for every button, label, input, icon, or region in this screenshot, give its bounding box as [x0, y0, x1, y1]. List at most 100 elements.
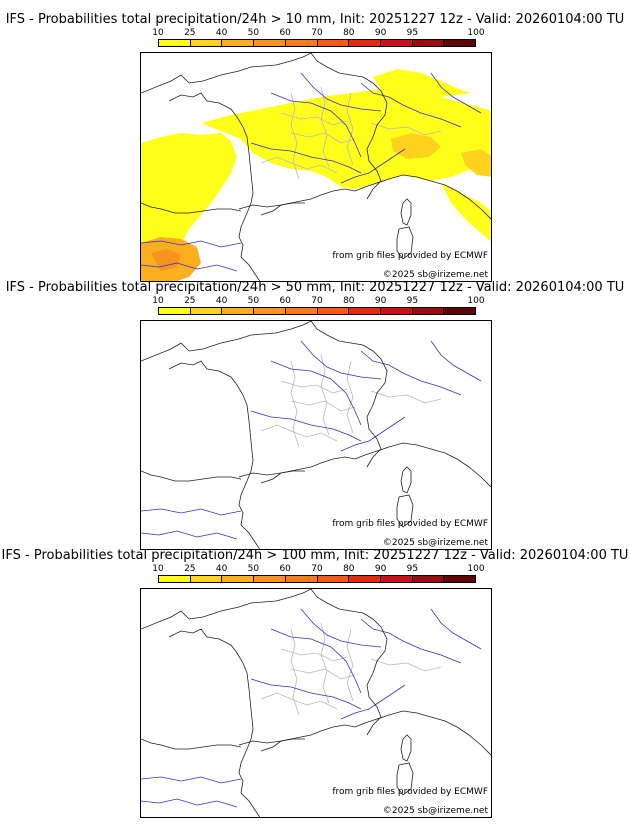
- legend-tick-label: 10: [152, 296, 164, 306]
- region-border: [260, 424, 338, 442]
- coastline: [310, 53, 388, 200]
- legend-tick-label: 50: [247, 296, 260, 306]
- coastline: [141, 53, 312, 94]
- coastline: [141, 202, 242, 214]
- legend-swatch: [254, 576, 286, 582]
- legend-swatch: [254, 40, 286, 46]
- coastline: [238, 202, 305, 210]
- legend-tick-label: 80: [343, 28, 355, 38]
- river: [360, 618, 462, 664]
- legend-tick-label: 70: [311, 296, 323, 306]
- coastline: [141, 738, 242, 750]
- legend-tick-label: 10: [152, 28, 164, 38]
- river: [141, 530, 238, 540]
- map-canvas: [141, 321, 491, 549]
- region-border: [290, 360, 300, 448]
- region-border: [320, 354, 330, 436]
- region-border: [290, 132, 356, 144]
- river: [270, 628, 362, 694]
- legend-swatch: [159, 308, 191, 314]
- precip-area: [151, 249, 181, 271]
- legend-swatch: [412, 40, 445, 46]
- river: [270, 92, 362, 158]
- island-outline: [400, 198, 412, 226]
- legend-swatch: [285, 576, 318, 582]
- coastline: [310, 321, 388, 468]
- river: [300, 608, 382, 648]
- region-border: [290, 668, 356, 680]
- river: [141, 508, 242, 516]
- legend-swatch: [222, 576, 255, 582]
- legend-tick-label: 80: [343, 296, 355, 306]
- legend-swatch: [444, 308, 476, 314]
- probability-legend: 10 25 40 50 60 70 80 90 95 100: [152, 296, 485, 316]
- map-panel-10mm: IFS - Probabilities total precipitation/…: [0, 12, 630, 284]
- map-canvas: [141, 53, 491, 281]
- island-outline: [396, 762, 414, 796]
- river: [430, 72, 482, 114]
- region-border: [370, 122, 442, 136]
- region-border: [280, 648, 348, 662]
- legend-tick-label: 60: [279, 28, 291, 38]
- panel-title: IFS - Probabilities total precipitation/…: [5, 12, 625, 27]
- region-border: [290, 400, 356, 412]
- river: [250, 410, 362, 442]
- data-source-credit: from grib files provided by ECMWF: [332, 251, 488, 261]
- legend-swatch: [254, 308, 286, 314]
- coastline: [260, 442, 491, 488]
- data-source-credit: from grib files provided by ECMWF: [332, 787, 488, 797]
- legend-tick-label: 60: [279, 564, 291, 574]
- legend-swatch: [380, 40, 413, 46]
- coastline: [310, 589, 388, 736]
- legend-tick-label: 80: [343, 564, 355, 574]
- precip-area: [461, 149, 491, 177]
- region-border: [370, 658, 442, 672]
- river: [141, 240, 242, 248]
- region-border: [320, 622, 330, 704]
- legend-swatch: [285, 308, 318, 314]
- legend-tick-label: 25: [184, 564, 196, 574]
- precip-area: [201, 89, 491, 189]
- legend-color-bar: [158, 575, 476, 583]
- legend-tick-label: 40: [215, 296, 228, 306]
- precip-area: [373, 69, 471, 97]
- island-outline: [396, 494, 414, 528]
- legend-tick-label: 50: [247, 564, 260, 574]
- legend-swatch: [412, 308, 445, 314]
- region-border: [346, 92, 354, 166]
- legend-tick-label: 95: [406, 28, 419, 38]
- legend-swatch: [349, 308, 381, 314]
- precip-area: [391, 133, 441, 159]
- probability-legend: 10 25 40 50 60 70 80 90 95 100: [152, 28, 485, 48]
- island-outline: [400, 734, 412, 762]
- legend-color-bar: [158, 307, 476, 315]
- legend-tick-label: 25: [184, 28, 196, 38]
- coastline: [141, 470, 242, 482]
- river: [430, 340, 482, 382]
- river: [141, 776, 242, 784]
- river: [430, 608, 482, 650]
- region-border: [280, 112, 348, 126]
- legend-tick-label: 90: [374, 28, 387, 38]
- coastline: [238, 738, 305, 746]
- river: [250, 142, 362, 174]
- copyright-notice: ©2025 sb@irizeme.net: [382, 538, 488, 548]
- legend-swatch: [317, 40, 350, 46]
- legend-tick-label: 40: [215, 28, 228, 38]
- legend-swatch: [412, 576, 445, 582]
- copyright-notice: ©2025 sb@irizeme.net: [382, 270, 488, 280]
- region-border: [260, 692, 338, 710]
- legend-tick-label: 90: [374, 564, 387, 574]
- coastline: [141, 321, 312, 362]
- region-border: [290, 92, 300, 180]
- legend-swatch: [349, 576, 381, 582]
- island-outline: [400, 466, 412, 494]
- legend-swatch: [380, 576, 413, 582]
- precip-area: [441, 183, 491, 242]
- precipitation-map: from grib files provided by ECMWF ©2025 …: [140, 588, 492, 818]
- legend-swatch: [317, 308, 350, 314]
- coastline: [260, 710, 491, 756]
- data-source-credit: from grib files provided by ECMWF: [332, 519, 488, 529]
- legend-tick-label: 10: [152, 564, 164, 574]
- river: [141, 262, 238, 272]
